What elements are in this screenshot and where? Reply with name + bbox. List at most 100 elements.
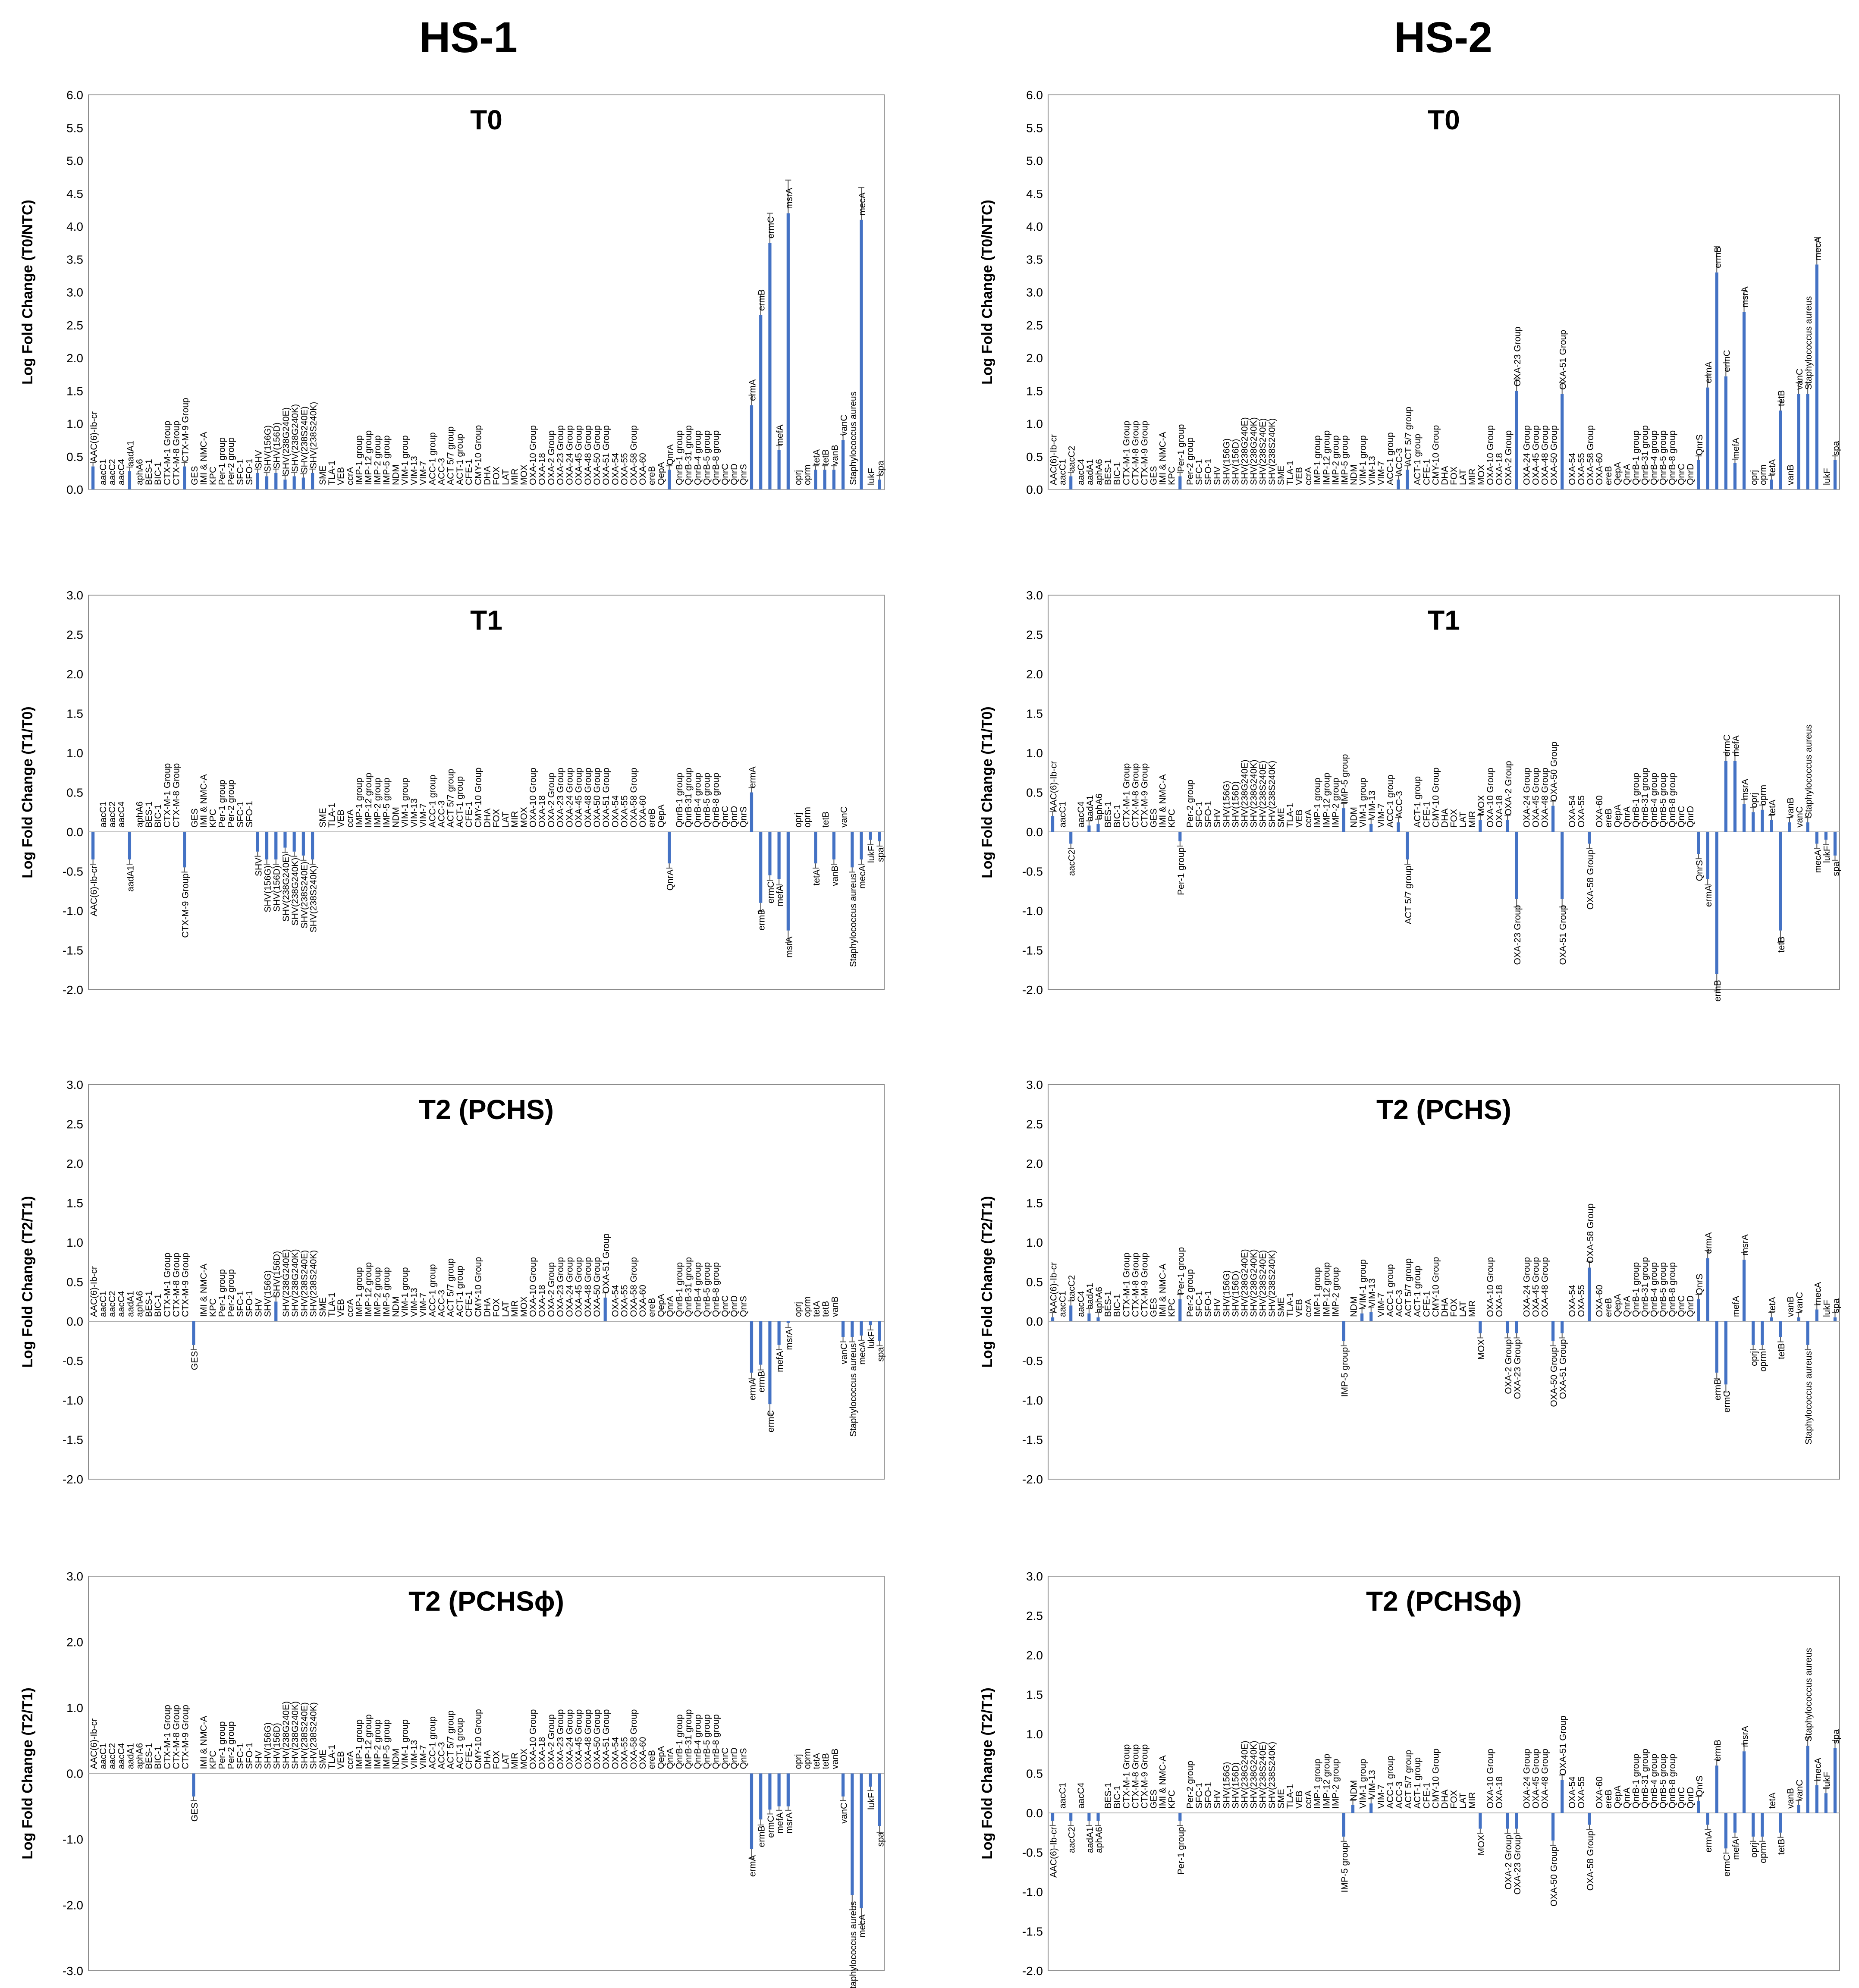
y-tick-label: 3.5 — [1026, 253, 1043, 266]
category-label: QnrB-5 group — [1658, 1262, 1668, 1317]
category-label: LAT — [1458, 1301, 1468, 1317]
category-label: VEB — [336, 1751, 346, 1769]
category-label: SHV — [1212, 809, 1222, 828]
category-label: VIM-7 — [418, 461, 428, 485]
bar-shv-238g240e — [283, 832, 287, 848]
bar-vanb — [1788, 822, 1791, 832]
bar-qnra — [668, 832, 671, 864]
category-label: QnrB-8 group — [711, 430, 721, 485]
category-label: IMP-1 group — [355, 1719, 364, 1769]
category-label: aacC1 — [1058, 801, 1068, 828]
bar-shv-238s240k — [311, 832, 314, 860]
category-label: IMP-2 group — [1331, 435, 1341, 485]
category-label: CFE-1 — [1422, 1291, 1432, 1317]
y-tick-label: 3.0 — [1026, 1078, 1043, 1091]
category-label: IMP-2 group — [373, 435, 383, 485]
category-label: aphA6 — [135, 459, 145, 485]
bar-mefa — [1733, 761, 1737, 832]
category-label: aacC2 — [1067, 1275, 1077, 1301]
category-label: Per-1 group — [217, 1269, 227, 1317]
category-label: OXA-23 Group — [556, 1257, 565, 1317]
category-label: VIM-1 group — [1358, 778, 1368, 828]
bar-ges — [192, 1321, 195, 1345]
category-label: MOX — [1476, 1835, 1486, 1856]
category-label: ACC-1 group — [427, 1716, 437, 1769]
bar-erma — [1706, 1258, 1709, 1321]
category-label: IMP-5 group — [382, 1267, 392, 1317]
category-label: MIR — [1467, 1792, 1477, 1809]
category-label: ACC-3 — [436, 1290, 446, 1317]
category-label: OXA-55 — [620, 795, 630, 828]
category-label: aphA6 — [1094, 1287, 1104, 1313]
bar-vim-1-group — [1360, 1313, 1364, 1321]
category-label: IMP-12 group — [364, 1714, 374, 1769]
category-label: OXA-58 Group — [629, 425, 639, 485]
bar-oxa-50-group — [1551, 1813, 1555, 1841]
category-label: DHA — [483, 1298, 493, 1317]
category-label: oprj — [1749, 793, 1759, 808]
bar-imp-5-group — [1342, 1321, 1346, 1341]
category-label: vanB — [830, 445, 840, 465]
y-axis-label: Log Fold Change (T2/T1) — [19, 1196, 36, 1368]
category-label: oprm — [803, 1749, 813, 1769]
y-tick-label: 0.0 — [1026, 825, 1043, 839]
category-label: ereB — [1604, 466, 1614, 485]
category-label: aacC4 — [1076, 801, 1086, 828]
category-label: QepA — [1613, 804, 1623, 828]
category-label: TLA-1 — [1285, 803, 1295, 828]
y-tick-label: 2.0 — [66, 1636, 83, 1649]
category-label: ermB — [1713, 1379, 1723, 1400]
bar-ermc — [1724, 761, 1727, 832]
category-label: SHV(238G240E) — [1240, 759, 1250, 828]
category-label: vanC — [839, 415, 849, 436]
category-label: OXA-2 Group — [1504, 761, 1514, 815]
category-label: Per-1 group — [217, 780, 227, 828]
category-label: VIM-7 — [418, 1293, 428, 1317]
bar-meca — [1815, 832, 1818, 844]
category-label: OXA-60 — [1595, 795, 1605, 828]
category-label: QnrD — [729, 1747, 739, 1769]
category-label: IMI & NMC-A — [199, 1716, 209, 1769]
bar-vanc — [841, 1321, 845, 1337]
category-label: CTX-M-1 Group — [162, 1253, 172, 1317]
category-label: mefA — [775, 885, 785, 906]
category-label: Staphylococcus aureus — [1804, 1351, 1814, 1445]
category-label: AAC(6)-Ib-cr — [1049, 761, 1059, 812]
category-label: OXA-24 Group — [1522, 1257, 1532, 1317]
category-label: QnrB-5 group — [1658, 1754, 1668, 1809]
category-label: QnrS — [738, 1748, 748, 1769]
category-label: CTX-M-1 Group — [1121, 763, 1131, 828]
bar-meca — [860, 219, 863, 489]
category-label: tetA — [812, 869, 822, 885]
category-label: QnrB-1 group — [675, 1262, 685, 1317]
bar-acc-3 — [1397, 480, 1400, 489]
category-label: LAT — [1458, 812, 1468, 828]
bar-meca — [860, 832, 863, 860]
category-label: OXA-10 Group — [528, 1709, 538, 1769]
category-label: QnrB-8 group — [1667, 1262, 1677, 1317]
bar-oprm — [1761, 1813, 1764, 1837]
bar-per-1-group — [1178, 1813, 1182, 1821]
bar-shv — [256, 473, 259, 489]
category-label: IMP-5 group — [382, 1719, 392, 1769]
category-label: ermA — [748, 379, 758, 401]
category-label: OXA-58 Group — [629, 768, 639, 828]
category-label: IMP-1 group — [1313, 1267, 1322, 1317]
bar-vanb — [832, 470, 835, 489]
category-label: QnrC — [1677, 1787, 1686, 1809]
category-label: CMY-10 Group — [473, 425, 483, 485]
category-label: vanC — [839, 1803, 849, 1824]
category-label: MOX — [519, 1296, 529, 1317]
category-label: QnrC — [720, 1747, 730, 1769]
category-label: tetB — [1777, 1839, 1787, 1855]
category-label: QnrB-1 group — [675, 1714, 685, 1769]
y-tick-label: -0.5 — [63, 1355, 83, 1368]
category-label: QnrA — [666, 1748, 675, 1769]
category-label: aadA1 — [1085, 1827, 1095, 1853]
bar-aac-6-ib-cr — [1051, 816, 1055, 832]
category-label: SHV(156D) — [272, 865, 282, 912]
category-label: QnrB-5 group — [702, 1262, 712, 1317]
bar-tetb — [1779, 1813, 1782, 1833]
category-label: KPC — [1167, 809, 1177, 828]
category-label: aacC1 — [1058, 1782, 1068, 1809]
